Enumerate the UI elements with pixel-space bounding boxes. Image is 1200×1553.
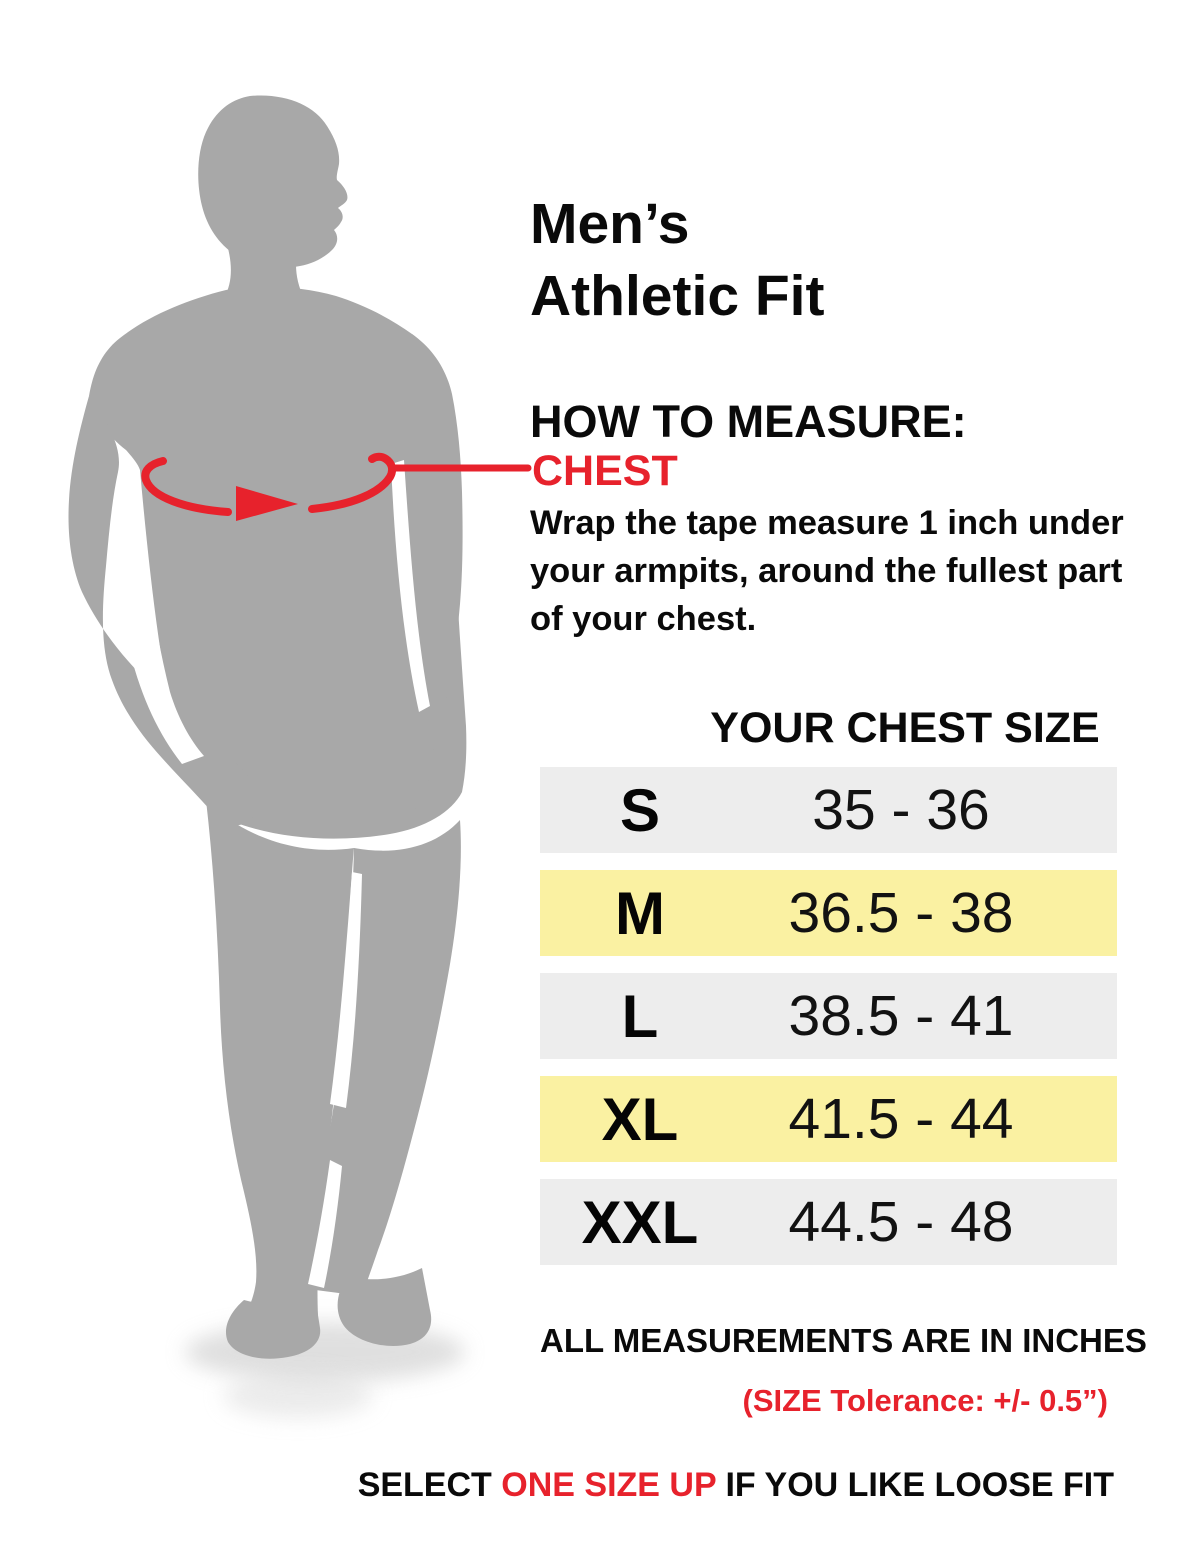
- size-range: 35 - 36: [812, 778, 990, 842]
- chart-header: YOUR CHEST SIZE: [710, 704, 1100, 752]
- size-row-m: M 36.5 - 38: [540, 870, 1117, 956]
- size-label: M: [615, 879, 665, 947]
- size-range: 38.5 - 41: [788, 984, 1014, 1048]
- size-row-xl: XL 41.5 - 44: [540, 1076, 1117, 1162]
- size-range: 44.5 - 48: [788, 1190, 1014, 1254]
- page-title: Men’s Athletic Fit: [530, 188, 825, 332]
- size-range: 41.5 - 44: [788, 1087, 1014, 1151]
- loose-fit-note: SELECT ONE SIZE UP IF YOU LIKE LOOSE FIT: [240, 1466, 1114, 1505]
- page-title-line2: Athletic Fit: [530, 264, 825, 328]
- loose-fit-prefix: SELECT: [357, 1466, 492, 1504]
- size-label: XL: [601, 1085, 679, 1153]
- size-row-l: L 38.5 - 41: [540, 973, 1117, 1059]
- units-note: ALL MEASUREMENTS ARE IN INCHES: [540, 1322, 1147, 1359]
- chest-label: CHEST: [532, 447, 678, 495]
- size-label: S: [619, 776, 661, 844]
- chest-measure-arrow: [141, 452, 532, 521]
- loose-fit-suffix: IF YOU LIKE LOOSE FIT: [725, 1466, 1114, 1504]
- size-table: S 35 - 36 M 36.5 - 38 L 38.5 - 41 XL 41.…: [540, 767, 1117, 1282]
- how-to-measure-heading: HOW TO MEASURE:: [530, 396, 967, 447]
- page-title-line1: Men’s: [530, 192, 690, 256]
- size-row-s: S 35 - 36: [540, 767, 1117, 853]
- size-label: XXL: [581, 1188, 699, 1256]
- size-label: L: [621, 982, 659, 1050]
- size-range: 36.5 - 38: [788, 881, 1014, 945]
- man-silhouette: [68, 95, 467, 1359]
- tolerance-note: (SIZE Tolerance: +/- 0.5”): [742, 1383, 1109, 1418]
- loose-fit-highlight: ONE SIZE UP: [501, 1466, 717, 1504]
- silhouette-gaps: [118, 460, 430, 1288]
- measure-instructions: Wrap the tape measure 1 inch under your …: [530, 504, 1124, 638]
- size-row-xxl: XXL 44.5 - 48: [540, 1179, 1117, 1265]
